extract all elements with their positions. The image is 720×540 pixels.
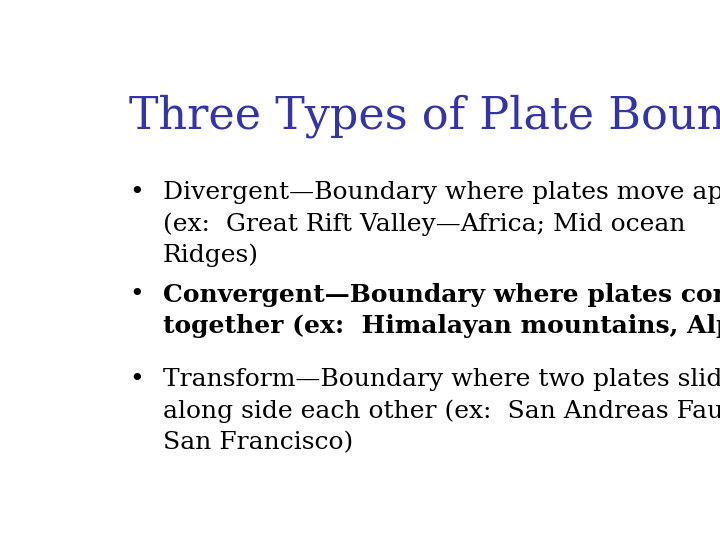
Text: •: • — [129, 368, 144, 392]
Text: Ridges): Ridges) — [163, 244, 258, 267]
Text: along side each other (ex:  San Andreas Fault—: along side each other (ex: San Andreas F… — [163, 400, 720, 423]
Text: •: • — [129, 283, 144, 306]
Text: Divergent—Boundary where plates move apart: Divergent—Boundary where plates move apa… — [163, 181, 720, 204]
Text: Three Types of Plate Boundaries:: Three Types of Plate Boundaries: — [129, 94, 720, 138]
Text: Transform—Boundary where two plates slide: Transform—Boundary where two plates slid… — [163, 368, 720, 392]
Text: (ex:  Great Rift Valley—Africa; Mid ocean: (ex: Great Rift Valley—Africa; Mid ocean — [163, 212, 685, 236]
Text: •: • — [129, 181, 144, 204]
Text: Convergent—Boundary where plates come: Convergent—Boundary where plates come — [163, 283, 720, 307]
Text: San Francisco): San Francisco) — [163, 431, 353, 454]
Text: together (ex:  Himalayan mountains, Alps): together (ex: Himalayan mountains, Alps) — [163, 314, 720, 338]
